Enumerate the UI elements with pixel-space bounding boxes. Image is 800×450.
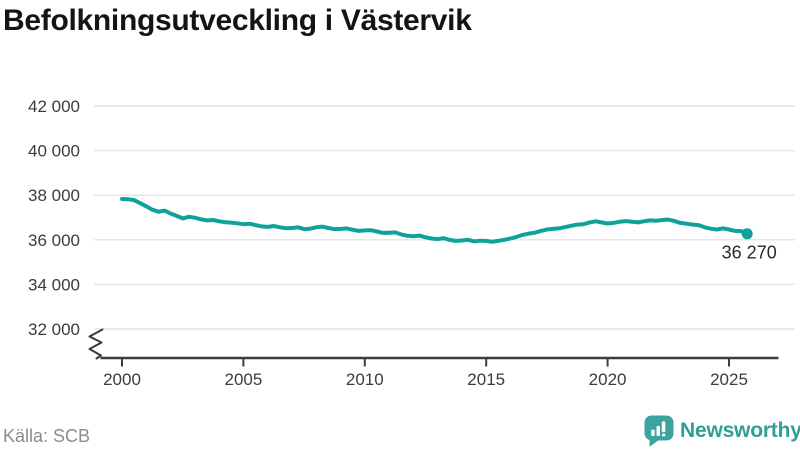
bar-chart-exclamation-glyph — [651, 421, 666, 437]
y-axis-tick-label: 38 000 — [28, 186, 80, 205]
chart-title: Befolkningsutveckling i Västervik — [3, 4, 472, 37]
population-line-series — [120, 197, 750, 244]
x-axis-tick-label: 2015 — [467, 370, 505, 389]
newsworthy-speech-bubble-icon — [644, 415, 674, 447]
source-caption: Källa: SCB — [3, 426, 91, 446]
y-axis-tick-label: 32 000 — [28, 320, 80, 339]
x-axis-labels: 2000 2005 2010 2015 2020 2025 — [103, 370, 748, 389]
newsworthy-logo: Newsworthy — [644, 415, 800, 447]
last-point-marker — [741, 228, 753, 240]
x-axis-tick-label: 2025 — [710, 370, 748, 389]
y-axis-tick-label: 40 000 — [28, 142, 80, 161]
x-axis-tick-label: 2010 — [346, 370, 384, 389]
y-axis-tick-label: 42 000 — [28, 97, 80, 116]
last-value-label: 36 270 — [722, 242, 777, 262]
x-axis-ticks — [121, 358, 730, 367]
y-axis-labels: 42 000 40 000 38 000 36 000 34 000 32 00… — [28, 97, 80, 339]
x-axis-tick-label: 2000 — [103, 370, 141, 389]
axis-break-icon — [88, 328, 104, 360]
x-axis-tick-label: 2020 — [589, 370, 627, 389]
x-axis-tick-label: 2005 — [224, 370, 262, 389]
y-axis-tick-label: 34 000 — [28, 275, 80, 294]
y-axis-tick-label: 36 000 — [28, 231, 80, 250]
newsworthy-wordmark: Newsworthy — [680, 419, 800, 442]
